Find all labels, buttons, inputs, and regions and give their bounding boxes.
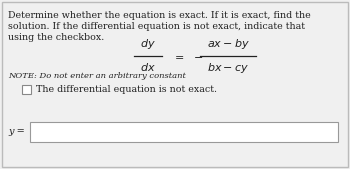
Bar	[22, 84, 31, 93]
Text: $-$: $-$	[193, 51, 203, 61]
Text: $dy$: $dy$	[140, 37, 156, 51]
Text: $dx$: $dx$	[140, 61, 156, 73]
Text: Determine whether the equation is exact. If it is exact, find the: Determine whether the equation is exact.…	[8, 11, 311, 20]
Text: using the checkbox.: using the checkbox.	[8, 33, 104, 42]
Text: $bx - cy$: $bx - cy$	[207, 61, 249, 75]
Text: The differential equation is not exact.: The differential equation is not exact.	[36, 84, 217, 93]
Text: $=$: $=$	[172, 51, 184, 61]
Text: solution. If the differential equation is not exact, indicate that: solution. If the differential equation i…	[8, 22, 305, 31]
Bar	[30, 122, 338, 142]
Text: $ax - by$: $ax - by$	[206, 37, 250, 51]
Text: y =: y =	[8, 127, 25, 137]
Text: NOTE: Do not enter an arbitrary constant: NOTE: Do not enter an arbitrary constant	[8, 72, 186, 80]
